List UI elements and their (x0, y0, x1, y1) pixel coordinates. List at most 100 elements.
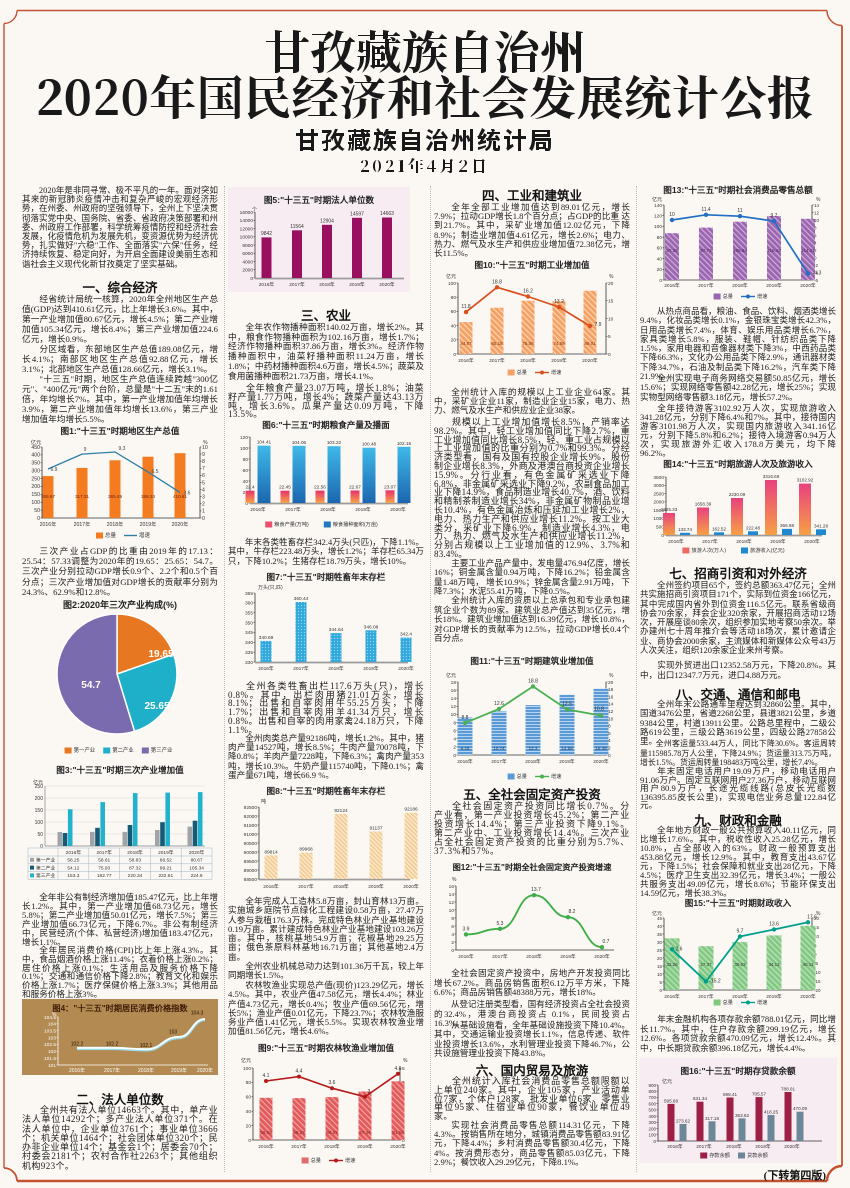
svg-text:14: 14 (608, 702, 614, 708)
svg-text:2016年: 2016年 (40, 520, 57, 528)
svg-text:6: 6 (814, 233, 817, 238)
svg-text:7.9: 7.9 (595, 322, 602, 328)
svg-text:182.77: 182.77 (97, 873, 112, 879)
svg-text:总量: 总量 (723, 292, 733, 300)
svg-text:104.3: 104.3 (191, 1011, 204, 1017)
svg-text:2016年: 2016年 (66, 849, 82, 856)
svg-text:2018年: 2018年 (333, 883, 349, 890)
svg-text:89814: 89814 (264, 849, 278, 855)
svg-text:20: 20 (814, 916, 820, 921)
svg-text:%: % (816, 197, 821, 203)
svg-text:58.23: 58.23 (293, 1130, 305, 1135)
svg-text:存款余额: 存款余额 (709, 1151, 731, 1159)
svg-text:700: 700 (648, 1095, 656, 1100)
svg-text:40: 40 (657, 256, 663, 262)
svg-text:222.61: 222.61 (158, 873, 173, 879)
svg-text:亿元: 亿元 (241, 1057, 251, 1064)
svg-text:14: 14 (449, 892, 455, 898)
svg-text:2.6: 2.6 (676, 946, 683, 952)
svg-text:40.11: 40.11 (803, 962, 814, 967)
svg-text:12000: 12000 (240, 226, 254, 232)
svg-text:2016年: 2016年 (667, 1143, 683, 1150)
svg-text:74.59: 74.59 (553, 341, 565, 346)
svg-text:2017年: 2017年 (104, 1067, 120, 1074)
svg-text:89000: 89000 (244, 868, 258, 874)
svg-text:0: 0 (453, 753, 456, 759)
svg-text:100: 100 (648, 1133, 656, 1138)
svg-text:595.68: 595.68 (664, 1098, 678, 1103)
svg-text:4000: 4000 (242, 259, 253, 265)
svg-text:1500: 1500 (653, 508, 664, 514)
svg-text:2019年: 2019年 (158, 849, 174, 856)
svg-text:2020年: 2020年 (398, 665, 414, 672)
svg-text:99.21: 99.21 (160, 865, 172, 871)
svg-text:100: 100 (654, 224, 662, 230)
svg-text:91500: 91500 (244, 823, 258, 829)
svg-text:6: 6 (453, 728, 456, 734)
svg-text:50: 50 (37, 832, 43, 838)
svg-text:%: % (52, 1012, 57, 1018)
svg-text:0: 0 (37, 516, 40, 522)
svg-text:2016年: 2016年 (668, 538, 684, 545)
svg-text:增速: 增速 (551, 368, 561, 376)
svg-text:2018年: 2018年 (138, 1067, 154, 1074)
svg-text:67.34: 67.34 (359, 1130, 371, 1135)
svg-text:2019年: 2019年 (766, 993, 782, 1000)
svg-text:18.8: 18.8 (528, 678, 538, 684)
svg-text:2: 2 (453, 745, 456, 751)
svg-text:9.7: 9.7 (771, 213, 778, 219)
svg-text:5: 5 (202, 480, 205, 486)
svg-text:2: 2 (451, 940, 454, 946)
svg-text:2018年: 2018年 (319, 281, 335, 288)
svg-text:360: 360 (245, 601, 253, 607)
svg-text:80: 80 (451, 295, 457, 301)
svg-text:-10: -10 (814, 970, 821, 975)
svg-text:12.6: 12.6 (494, 701, 504, 707)
svg-text:20: 20 (608, 281, 614, 287)
svg-text:65.18: 65.18 (491, 341, 503, 346)
svg-text:58.63: 58.63 (260, 1130, 272, 1135)
svg-text:410.61: 410.61 (173, 494, 187, 499)
svg-text:101: 101 (48, 1063, 56, 1069)
svg-text:2020年: 2020年 (189, 849, 205, 856)
svg-text:2000: 2000 (242, 268, 253, 274)
svg-text:10: 10 (608, 716, 614, 722)
svg-text:16.39: 16.39 (595, 746, 607, 751)
svg-text:4.4: 4.4 (296, 1069, 303, 1075)
svg-text:2020年: 2020年 (800, 993, 816, 1000)
svg-text:4.1: 4.1 (263, 1073, 270, 1079)
svg-text:104.06: 104.06 (292, 440, 307, 445)
svg-text:亿元: 亿元 (446, 273, 456, 280)
svg-text:3500: 3500 (653, 475, 664, 481)
svg-text:90000: 90000 (244, 850, 258, 856)
svg-text:22.56: 22.56 (314, 485, 326, 490)
svg-text:2020年: 2020年 (582, 357, 598, 364)
svg-text:0.7: 0.7 (603, 939, 610, 945)
svg-text:25: 25 (657, 948, 663, 953)
svg-text:2016年: 2016年 (258, 665, 274, 672)
svg-text:20: 20 (451, 338, 457, 344)
svg-text:50: 50 (34, 508, 40, 514)
svg-text:2016年: 2016年 (458, 357, 474, 364)
svg-text:89.01: 89.01 (584, 341, 596, 346)
svg-text:2018年: 2018年 (726, 1143, 742, 1150)
svg-text:35: 35 (657, 932, 663, 937)
svg-text:133.74: 133.74 (678, 527, 692, 532)
svg-text:102.2: 102.2 (71, 1042, 84, 1048)
svg-text:788.01: 788.01 (781, 1087, 795, 1092)
svg-text:2016年: 2016年 (258, 1143, 274, 1150)
svg-text:2000: 2000 (653, 500, 664, 506)
svg-text:2019年: 2019年 (140, 520, 157, 528)
svg-text:104: 104 (48, 1022, 56, 1028)
svg-text:第二产业: 第二产业 (36, 864, 55, 871)
svg-text:13.2: 13.2 (554, 299, 564, 305)
svg-text:89500: 89500 (244, 859, 258, 865)
svg-text:40: 40 (246, 1109, 252, 1115)
svg-text:总量: 总量 (105, 531, 117, 539)
svg-text:增速: 增速 (139, 531, 151, 539)
svg-text:45: 45 (657, 916, 663, 921)
svg-text:2019年: 2019年 (560, 953, 576, 960)
svg-text:388.34: 388.34 (141, 494, 155, 499)
svg-text:500: 500 (656, 525, 664, 531)
svg-text:2019年: 2019年 (171, 1067, 187, 1074)
